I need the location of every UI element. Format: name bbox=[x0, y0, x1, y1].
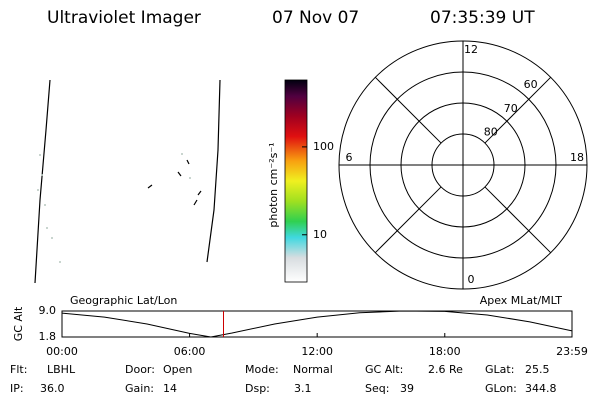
image-panel bbox=[34, 79, 221, 284]
mlt-label: 18 bbox=[570, 151, 584, 164]
title: Ultraviolet Imager bbox=[47, 8, 201, 28]
time: 07:35:39 UT bbox=[430, 8, 535, 28]
x-tick-label: 18:00 bbox=[429, 345, 461, 358]
field-label: Mode: bbox=[245, 363, 279, 376]
x-tick-label: 06:00 bbox=[174, 345, 206, 358]
lat-label: 70 bbox=[504, 102, 518, 115]
plot-right-label: Apex MLat/MLT bbox=[480, 294, 563, 307]
field-label: Gain: bbox=[125, 382, 154, 395]
polar-spoke bbox=[374, 186, 442, 254]
field-value: 344.8 bbox=[525, 382, 557, 395]
lat-label: 60 bbox=[524, 78, 538, 91]
field-label: IP: bbox=[10, 382, 24, 395]
colorbar-label: photon cm⁻²s⁻¹ bbox=[267, 142, 280, 227]
field-label: Dsp: bbox=[245, 382, 270, 395]
x-tick-label: 12:00 bbox=[301, 345, 333, 358]
image-speckle bbox=[37, 153, 191, 263]
lat-label: 80 bbox=[484, 126, 498, 139]
field-value: 2.6 Re bbox=[428, 363, 463, 376]
y-tick-label: 9.0 bbox=[39, 304, 57, 317]
colorbar bbox=[284, 79, 308, 283]
field-label: Flt: bbox=[10, 363, 27, 376]
field-label: Seq: bbox=[365, 382, 389, 395]
x-tick-label: 00:00 bbox=[46, 345, 78, 358]
date: 07 Nov 07 bbox=[272, 8, 359, 28]
x-tick-label: 23:59 bbox=[556, 345, 588, 358]
field-value: LBHL bbox=[47, 363, 76, 376]
field-value: 3.1 bbox=[294, 382, 312, 395]
field-value: 25.5 bbox=[525, 363, 550, 376]
polar-spoke bbox=[484, 76, 552, 144]
field-label: GLat: bbox=[485, 363, 514, 376]
mlt-label: 12 bbox=[464, 43, 478, 56]
field-value: 39 bbox=[400, 382, 414, 395]
mlt-label: 6 bbox=[346, 151, 353, 164]
field-value: Normal bbox=[293, 363, 333, 376]
field-label: GLon: bbox=[485, 382, 517, 395]
colorbar-tick-label: 100 bbox=[313, 140, 334, 153]
mlt-label: 0 bbox=[468, 273, 475, 286]
field-value: Open bbox=[163, 363, 192, 376]
y-axis-label: GC Alt bbox=[12, 306, 25, 341]
field-label: Door: bbox=[125, 363, 155, 376]
field-value: 36.0 bbox=[40, 382, 65, 395]
colorbar-tick-label: 10 bbox=[313, 228, 327, 241]
polar-spoke bbox=[484, 186, 552, 254]
polar-spoke bbox=[374, 76, 442, 144]
altitude-line bbox=[61, 310, 573, 338]
y-tick-label: 1.8 bbox=[39, 330, 57, 343]
plot-left-label: Geographic Lat/Lon bbox=[70, 294, 177, 307]
altitude-plot: Geographic Lat/Lon Apex MLat/MLT GC Alt 9.0… bbox=[12, 294, 588, 358]
field-label: GC Alt: bbox=[365, 363, 403, 376]
field-value: 14 bbox=[163, 382, 177, 395]
footer: Flt: LBHL Door: Open Mode: Normal GC Alt: 2.6 R… bbox=[10, 363, 557, 395]
